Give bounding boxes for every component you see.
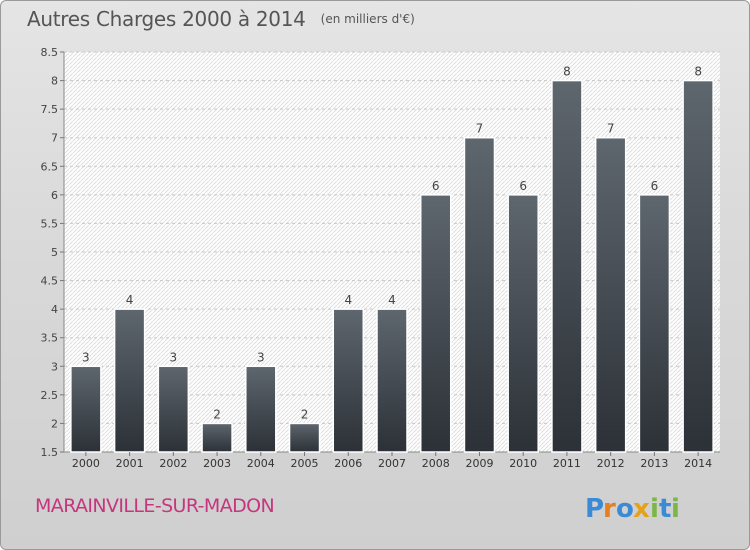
x-tick-label: 2001 [116, 457, 144, 470]
y-tick-label: 8 [51, 75, 58, 88]
bar [638, 194, 671, 453]
y-tick-label: 6 [51, 189, 58, 202]
bar-value-label: 2 [213, 407, 221, 421]
x-tick-label: 2007 [378, 457, 406, 470]
logo-letter-i: i [650, 494, 659, 524]
bar [463, 136, 496, 453]
y-tick-label: 4.5 [41, 275, 59, 288]
bar [70, 365, 102, 453]
bar [594, 136, 627, 453]
bar-value-label: 6 [432, 179, 440, 193]
bar [682, 79, 714, 453]
bar [507, 194, 539, 453]
logo-letter-t: t [659, 494, 671, 524]
x-tick-label: 2002 [159, 457, 187, 470]
bar-value-label: 6 [651, 179, 659, 193]
logo-letter-r: r [603, 494, 616, 524]
bar-value-label: 4 [126, 293, 134, 307]
bar-value-label: 6 [519, 179, 527, 193]
bar [551, 79, 583, 453]
x-tick-label: 2010 [509, 457, 537, 470]
bar [157, 365, 190, 453]
y-tick-label: 5 [51, 246, 58, 259]
bar [113, 308, 146, 453]
bar-value-label: 8 [563, 65, 571, 79]
logo-letter-i: i [671, 494, 680, 524]
x-tick-label: 2005 [291, 457, 319, 470]
x-tick-label: 2004 [247, 457, 275, 470]
x-tick-label: 2008 [422, 457, 450, 470]
bar-value-label: 3 [170, 350, 178, 364]
bar [419, 194, 452, 453]
bar-value-label: 7 [476, 122, 484, 136]
bar [201, 422, 233, 453]
chart-title-area: Autres Charges 2000 à 2014 (en milliers … [27, 7, 415, 31]
commune-name: MARAINVILLE-SUR-MADON [35, 495, 275, 517]
y-tick-label: 7.5 [41, 103, 59, 116]
x-tick-label: 2014 [684, 457, 712, 470]
y-tick-label: 3.5 [41, 332, 59, 345]
x-tick-label: 2012 [597, 457, 625, 470]
bar-value-label: 7 [607, 122, 615, 136]
logo-letter-x: x [633, 494, 650, 524]
chart-title: Autres Charges 2000 à 2014 [27, 7, 306, 31]
bar [376, 308, 408, 453]
bar [245, 365, 277, 453]
y-tick-label: 2 [51, 417, 58, 430]
bar-value-label: 4 [344, 293, 352, 307]
y-tick-label: 6.5 [41, 160, 59, 173]
x-tick-label: 2011 [553, 457, 581, 470]
x-tick-label: 2009 [465, 457, 493, 470]
y-tick-label: 5.5 [41, 217, 59, 230]
y-tick-label: 8.5 [41, 46, 59, 59]
x-tick-label: 2000 [72, 457, 100, 470]
proxiti-logo: P r o x i t i [585, 494, 680, 524]
x-tick-label: 2003 [203, 457, 231, 470]
bar-value-label: 2 [301, 407, 309, 421]
bar-value-label: 3 [82, 350, 90, 364]
logo-letter-p: P [585, 494, 604, 524]
bar-value-label: 3 [257, 350, 265, 364]
chart-subtitle: (en milliers d'€) [320, 12, 415, 26]
bar-chart: 1.5 2 2.5 3 3.5 4 4.5 5 5.5 6 6.5 7 7.5 8 8.5 3 2000 4 200… [41, 46, 720, 470]
x-tick-label: 2013 [640, 457, 668, 470]
y-tick-label: 1.5 [41, 446, 59, 459]
bar [332, 308, 365, 453]
bar-value-label: 4 [388, 293, 396, 307]
logo-letter-o: o [616, 494, 634, 524]
y-tick-label: 3 [51, 360, 58, 373]
bar-value-label: 8 [694, 65, 702, 79]
bar [288, 422, 321, 453]
y-tick-label: 7 [51, 132, 58, 145]
x-tick-label: 2006 [334, 457, 362, 470]
y-tick-label: 2.5 [41, 389, 59, 402]
y-tick-label: 4 [51, 303, 58, 316]
